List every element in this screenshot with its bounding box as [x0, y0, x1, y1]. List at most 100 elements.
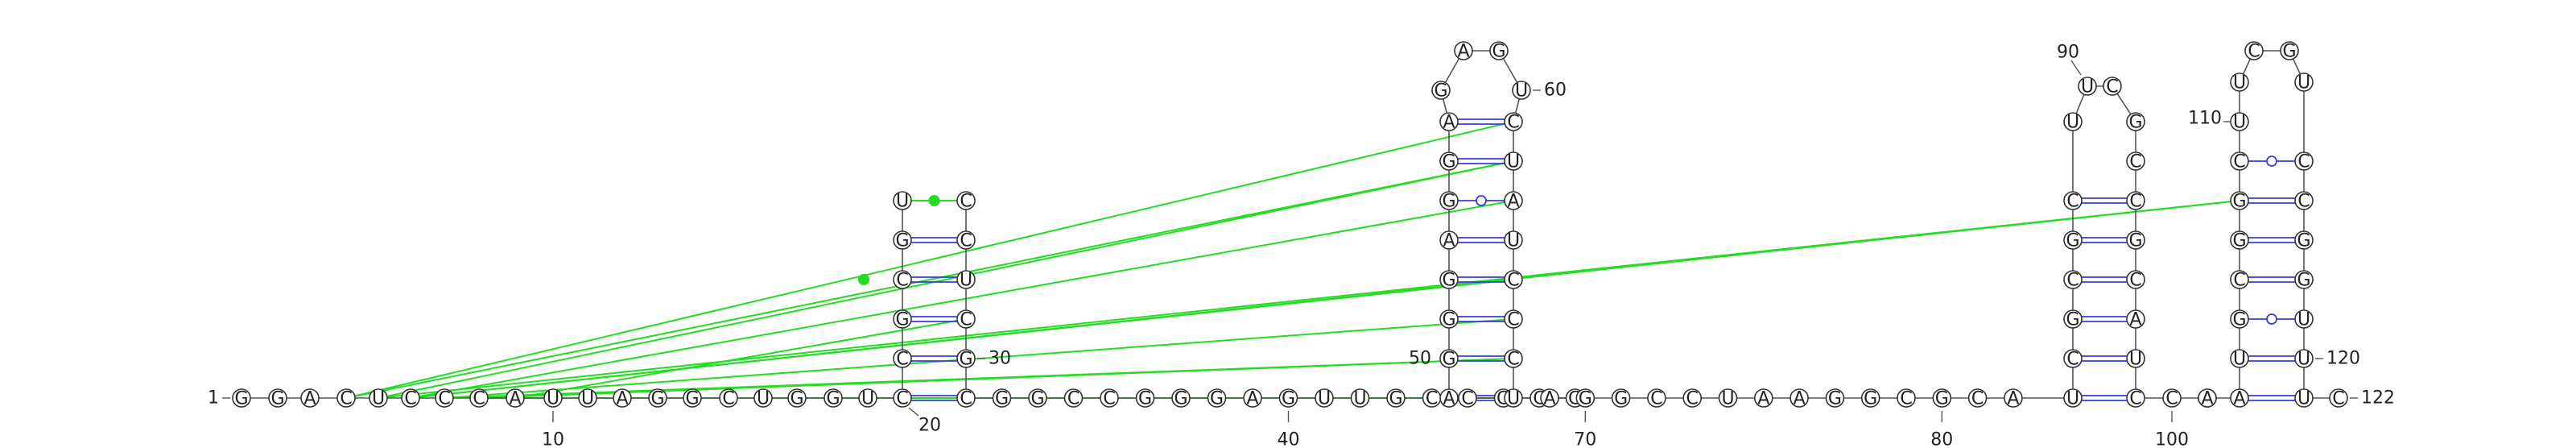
nucleotide-circle — [1171, 388, 1191, 408]
nucleotide-letter: U — [1507, 231, 1520, 251]
nucleotide-letter: A — [303, 389, 316, 409]
nucleotide: G — [683, 388, 702, 409]
nucleotide-circle — [1897, 388, 1916, 408]
nucleotide: C — [2244, 41, 2264, 62]
nucleotide-circle — [2063, 112, 2083, 131]
nucleotide-letter: C — [2106, 77, 2118, 97]
nucleotide-circle — [2329, 388, 2348, 408]
nucleotide-letter: A — [616, 389, 628, 409]
nucleotide-circle — [1860, 388, 1880, 408]
nucleotide-letter: C — [340, 389, 352, 409]
nucleotide: C — [2230, 151, 2249, 172]
nucleotide-circle — [719, 388, 738, 408]
nucleotide-circle — [2063, 309, 2083, 329]
nucleotide: C — [1504, 112, 1523, 133]
nucleotide: C — [2294, 191, 2314, 212]
tertiary-link — [345, 121, 1514, 399]
nucleotide: G — [956, 349, 976, 370]
nucleotide: G — [268, 388, 287, 409]
nucleotide: U — [2294, 349, 2314, 370]
nucleotide: G — [2063, 309, 2083, 330]
nucleotide-circle — [956, 191, 976, 210]
nucleotide-circle — [1754, 388, 1773, 408]
nucleotide-letter: C — [2165, 389, 2178, 409]
nucleotide: A — [1754, 388, 1773, 409]
nucleotide: U — [2063, 112, 2083, 133]
nucleotide-letter: G — [685, 389, 699, 409]
nucleotide-circle — [1512, 81, 1531, 100]
nucleotide: G — [893, 309, 912, 330]
nucleotide: A — [1504, 191, 1523, 212]
nucleotide-circle — [893, 309, 912, 329]
nucleotide: C — [2126, 151, 2145, 172]
nucleotide-circle — [1504, 349, 1523, 368]
nucleotide-letter: G — [2297, 271, 2310, 291]
nucleotide-letter: A — [1443, 231, 1455, 251]
nucleotide: U — [1504, 388, 1523, 409]
nucleotide-letter: G — [2232, 192, 2246, 212]
nucleotide-circle — [1439, 309, 1459, 329]
tertiary-interaction-layer — [345, 121, 2240, 399]
nucleotide-letter: C — [2129, 389, 2141, 409]
nucleotide-letter: C — [1507, 310, 1519, 330]
nucleotide: G — [824, 388, 843, 409]
nucleotide: G — [648, 388, 667, 409]
position-number: 10 — [542, 430, 564, 448]
nucleotide-letter: U — [757, 389, 770, 409]
nucleotide-letter: G — [1434, 81, 1447, 102]
nucleotide-letter: A — [509, 389, 521, 409]
nucleotide: G — [2294, 230, 2314, 251]
nucleotide: G — [1932, 388, 1952, 409]
nucleotide-letter: G — [1828, 389, 1842, 409]
nucleotide: A — [1243, 388, 1262, 409]
nucleotide: G — [1439, 151, 1459, 172]
nucleotide-circle — [2244, 41, 2264, 60]
nucleotide-circle — [2294, 151, 2314, 171]
nucleotide: A — [1790, 388, 1809, 409]
nucleotide: C — [2126, 270, 2145, 291]
nucleotide-circle — [2230, 112, 2249, 131]
nucleotide-circle — [1458, 388, 1477, 408]
nucleotide: U — [956, 270, 976, 291]
nucleotide: C — [2063, 270, 2083, 291]
nucleotide-circle — [401, 388, 420, 408]
nucleotide-letter: U — [1318, 389, 1331, 409]
position-number: 70 — [1574, 430, 1596, 448]
nucleotide-letter: C — [473, 389, 485, 409]
nucleotide-circle — [1135, 388, 1155, 408]
nucleotide-letter: A — [2007, 389, 2019, 409]
nucleotide: A — [1540, 388, 1559, 409]
nucleotide-letter: G — [650, 389, 664, 409]
nucleotide: U — [2063, 388, 2083, 409]
nucleotide-letter: C — [960, 192, 972, 212]
nucleotide: G — [2063, 230, 2083, 251]
nucleotide-letter: U — [1507, 389, 1520, 409]
nucleotide-circle — [2294, 349, 2314, 368]
nucleotide-letter: U — [2129, 350, 2142, 370]
nucleotide: U — [1718, 388, 1738, 409]
nucleotide-letter: G — [1442, 350, 1455, 370]
nucleotide-circle — [1454, 41, 1473, 60]
nucleotide-letter: C — [2297, 192, 2310, 212]
nucleotide: A — [300, 388, 320, 409]
nucleotide-letter: C — [1971, 389, 1984, 409]
nucleotide-circle — [1386, 388, 1406, 408]
nucleotide-circle — [369, 388, 388, 408]
nucleotide-circle — [2063, 270, 2083, 289]
nucleotide-letter: C — [2248, 42, 2260, 62]
nucleotide-circle — [2230, 73, 2249, 92]
nucleotide: U — [543, 388, 563, 409]
nucleotide: U — [2078, 77, 2097, 97]
nucleotide-circle — [956, 270, 976, 289]
nucleotide-circle — [2280, 41, 2299, 60]
nucleotide-circle — [2004, 388, 2023, 408]
nucleotide: C — [1504, 270, 1523, 291]
nucleotide-circle — [543, 388, 563, 408]
nucleotide: C — [401, 388, 420, 409]
nucleotide-letter: G — [2128, 231, 2142, 251]
nucleotide-letter: G — [2066, 231, 2079, 251]
position-number: 110 — [2188, 109, 2222, 129]
nucleotide-circle — [1540, 388, 1559, 408]
nucleotide-circle — [2063, 230, 2083, 250]
nucleotide-letter: G — [995, 389, 1009, 409]
